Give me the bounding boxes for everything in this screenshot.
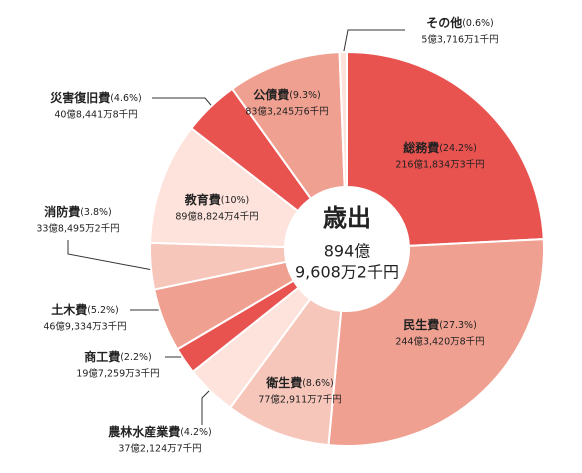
slice-label: 土木費(5.2%) xyxy=(51,302,119,317)
amount-label: 216億1,834万3千円 xyxy=(395,159,484,171)
amount-label: 33億8,495万2千円 xyxy=(36,223,119,235)
slice-label: その他(0.6%) xyxy=(426,15,494,30)
percent-label: (8.6%) xyxy=(302,378,334,389)
category-name: 土木費 xyxy=(51,302,87,317)
percent-label: (10%) xyxy=(221,195,250,206)
leader-line xyxy=(342,29,405,57)
amount-label: 37億2,124万7千円 xyxy=(118,443,201,455)
slice-label: 災害復旧費(4.6%) xyxy=(50,90,142,105)
category-name: 衛生費 xyxy=(265,375,302,390)
category-name: 総務費 xyxy=(403,140,439,155)
category-name: 公債費 xyxy=(253,87,289,102)
percent-label: (27.3%) xyxy=(439,320,477,331)
category-name: その他 xyxy=(426,15,462,30)
percent-label: (3.8%) xyxy=(80,207,112,218)
amount-label: 46億9,334万3千円 xyxy=(43,321,126,333)
slice-label: 民生費(27.3%) xyxy=(403,317,477,332)
amount-label: 77億2,911万7千円 xyxy=(258,394,341,406)
percent-label: (4.2%) xyxy=(180,427,212,438)
percent-label: (24.2%) xyxy=(439,143,477,154)
amount-label: 5億3,716万1千円 xyxy=(421,34,498,46)
leader-line xyxy=(201,387,213,425)
category-name: 災害復旧費 xyxy=(50,90,110,105)
center-total: 9,608万2千円 xyxy=(295,263,399,282)
amount-label: 244億3,420万8千円 xyxy=(395,336,484,348)
category-name: 教育費 xyxy=(184,192,221,207)
slice-label: 農林水産業費(4.2%) xyxy=(108,424,212,439)
amount-label: 89億8,824万4千円 xyxy=(175,211,258,223)
slice-label: 公債費(9.3%) xyxy=(253,87,321,102)
slice-label: 衛生費(8.6%) xyxy=(265,375,334,390)
slice-label: 商工費(2.2%) xyxy=(84,349,152,364)
percent-label: (4.6%) xyxy=(110,93,142,104)
category-name: 農林水産業費 xyxy=(108,424,180,439)
amount-label: 19億7,259万3千円 xyxy=(76,368,159,380)
percent-label: (0.6%) xyxy=(462,18,494,29)
center-hole xyxy=(285,187,409,311)
slice-label: 消防費(3.8%) xyxy=(44,204,112,219)
percent-label: (9.3%) xyxy=(289,90,321,101)
center-title: 歳出 xyxy=(323,204,371,232)
center-total: 894億 xyxy=(324,242,371,261)
amount-label: 40億8,441万8千円 xyxy=(54,109,137,121)
percent-label: (5.2%) xyxy=(87,305,119,316)
slice-label: 総務費(24.2%) xyxy=(403,140,477,155)
slice-label: 教育費(10%) xyxy=(184,192,250,207)
amount-label: 83億3,245万6千円 xyxy=(245,106,328,118)
percent-label: (2.2%) xyxy=(120,352,152,363)
leader-line xyxy=(67,240,159,272)
category-name: 消防費 xyxy=(44,204,80,219)
category-name: 商工費 xyxy=(84,349,120,364)
category-name: 民生費 xyxy=(403,317,439,332)
